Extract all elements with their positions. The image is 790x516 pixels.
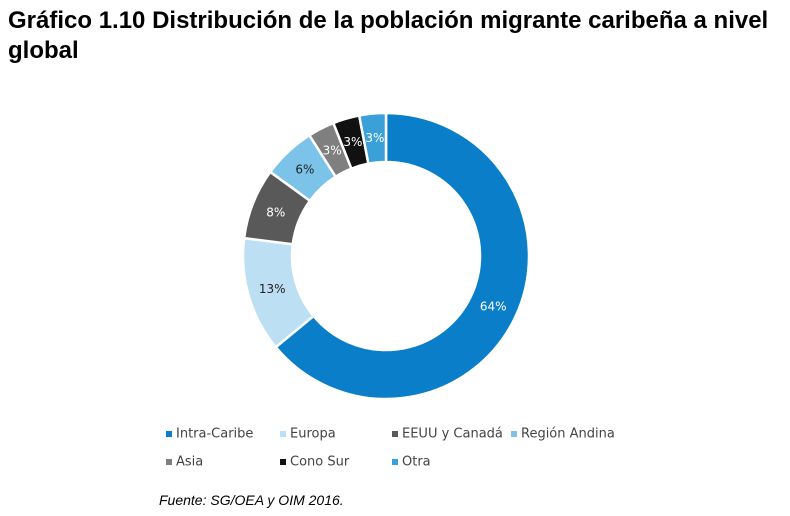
data-label-eeuu-y-canada: 8% <box>266 205 285 219</box>
legend-swatch-asia <box>166 459 172 465</box>
slice-intra-caribe <box>274 111 531 401</box>
slice-otra <box>357 111 388 166</box>
donut-slices <box>241 111 531 401</box>
data-label-otra: 3% <box>365 131 384 145</box>
legend-item-eeuu-y-canada: EEUU y Canadá <box>392 427 503 442</box>
chart-legend: Intra-Caribe Europa EEUU y Canadá Región An… <box>166 427 615 470</box>
legend-item-otra: Otra <box>392 455 431 470</box>
data-label-region-andina: 6% <box>295 163 314 177</box>
legend-swatch-intra-caribe <box>166 431 172 437</box>
legend-label-region-andina: Región Andina <box>521 427 615 442</box>
legend-label-otra: Otra <box>402 455 431 470</box>
data-label-asia: 3% <box>323 143 342 157</box>
legend-item-europa: Europa <box>280 427 336 442</box>
legend-swatch-cono-sur <box>280 459 286 465</box>
legend-label-intra-caribe: Intra-Caribe <box>176 427 253 442</box>
legend-swatch-otra <box>392 459 398 465</box>
data-label-cono-sur: 3% <box>343 135 362 149</box>
legend-item-region-andina: Región Andina <box>511 427 615 442</box>
legend-label-europa: Europa <box>290 427 336 442</box>
legend-item-asia: Asia <box>166 455 203 470</box>
data-label-europa: 13% <box>259 282 286 296</box>
legend-label-cono-sur: Cono Sur <box>290 455 350 470</box>
legend-item-cono-sur: Cono Sur <box>280 455 350 470</box>
donut-data-labels: 64%13%8%6%3%3% 3% <box>259 131 507 313</box>
legend-swatch-eeuu-y-canada <box>392 431 398 437</box>
legend-label-eeuu-y-canada: EEUU y Canadá <box>402 427 503 442</box>
legend-swatch-europa <box>280 431 286 437</box>
legend-label-asia: Asia <box>176 455 203 470</box>
legend-swatch-region-andina <box>511 431 517 437</box>
legend-item-intra-caribe: Intra-Caribe <box>166 427 253 442</box>
data-label-intra-caribe: 64% <box>480 299 507 313</box>
chart-title: Gráfico 1.10 Distribución de la població… <box>8 7 769 64</box>
chart-source: Fuente: SG/OEA y OIM 2016. <box>159 492 344 508</box>
